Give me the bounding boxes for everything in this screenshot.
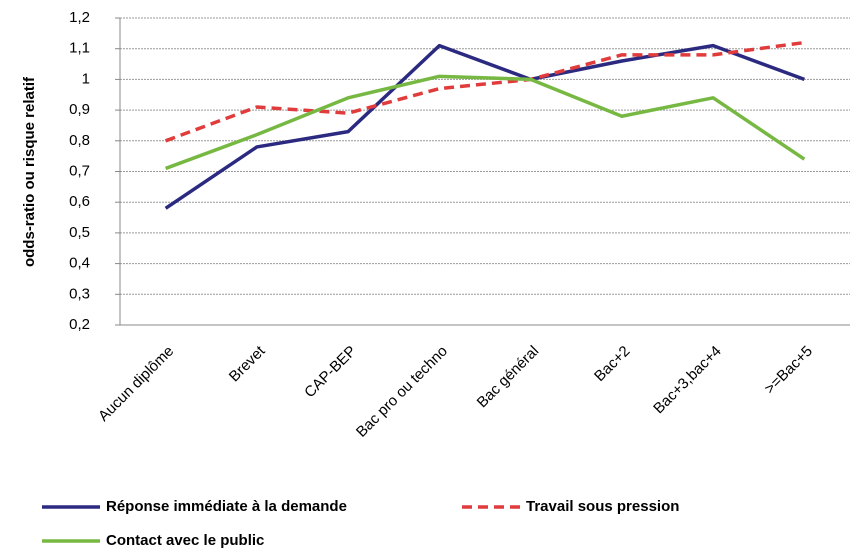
x-tick-label: Bac+3,bac+4 [650,343,725,418]
series-line [164,43,805,210]
y-axis-label: odds-ratio ou risque relatif [21,76,38,267]
x-tick-label: Bac général [474,343,543,412]
y-tick-label: 1,1 [69,40,90,57]
legend-label: Travail sous pression [526,498,679,515]
x-tick-label: Brevet [226,342,269,385]
series-line [165,74,806,171]
y-tick-label: 1 [82,70,90,87]
y-tick-label: 0,3 [69,285,90,302]
y-tick-label: 0,7 [69,162,90,179]
y-tick-label: 0,6 [69,193,90,210]
x-tick-label: CAP-BEP [301,343,360,402]
y-tick-label: 0,5 [69,224,90,241]
x-tick-label: Aucun diplôme [95,343,177,425]
x-tick-label: Bac pro ou techno [353,343,451,441]
x-tick-label: Bac+2 [591,343,633,385]
y-tick-label: 1,2 [69,9,90,26]
y-tick-label: 0,4 [69,255,90,272]
y-tick-label: 0,2 [69,316,90,333]
y-tick-label: 0,8 [69,132,90,149]
y-tick-label: 0,9 [69,101,90,118]
legend-label: Réponse immédiate à la demande [106,498,347,515]
series-line [165,40,805,143]
legend-label: Contact avec le public [106,532,264,549]
x-tick-label: >=Bac+5 [761,343,816,398]
